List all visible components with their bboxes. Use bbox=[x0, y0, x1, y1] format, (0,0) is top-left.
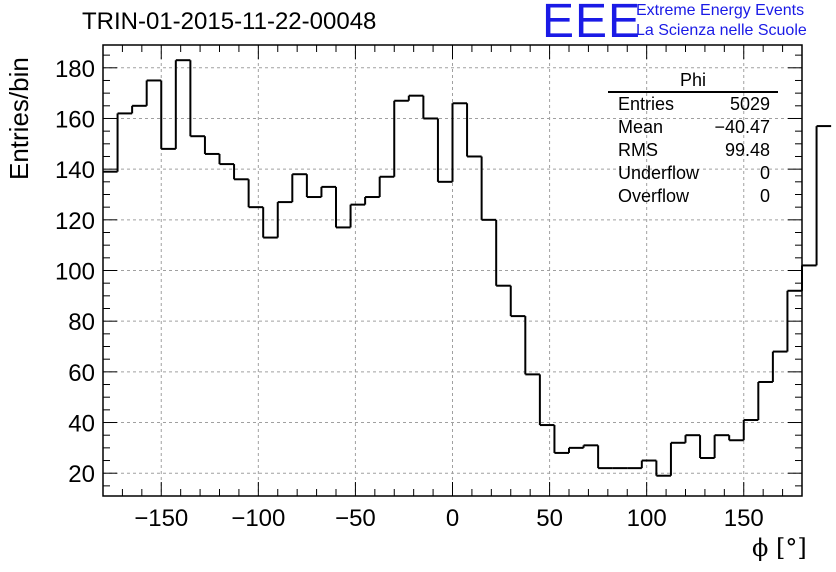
stats-label: Mean bbox=[618, 117, 664, 137]
stats-value: 5029 bbox=[729, 94, 770, 114]
stats-box: Phi Entries 5029 Mean −40.47 RMS 99.48 U… bbox=[608, 70, 778, 208]
x-axis-label: ϕ [°] bbox=[752, 534, 807, 562]
stats-row-rms: RMS 99.48 bbox=[608, 139, 778, 162]
y-axis-label: Entries/bin bbox=[4, 57, 34, 180]
y-tick-label: 100 bbox=[55, 259, 95, 286]
stats-value: 0 bbox=[759, 163, 770, 183]
x-tick-label: −50 bbox=[335, 505, 376, 532]
eee-logo: EEE Extreme Energy Events La Scienza nel… bbox=[540, 0, 836, 48]
y-tick-label: 40 bbox=[68, 411, 95, 438]
x-tick-label: −150 bbox=[134, 505, 188, 532]
y-tick-label: 140 bbox=[55, 157, 95, 184]
chart-title: TRIN-01-2015-11-22-00048 bbox=[82, 8, 377, 35]
stats-title: Phi bbox=[608, 70, 778, 93]
stats-row-mean: Mean −40.47 bbox=[608, 116, 778, 139]
eee-logo-line1: Extreme Energy Events bbox=[636, 2, 805, 19]
y-tick-label: 180 bbox=[55, 56, 95, 83]
x-tick-label: 100 bbox=[627, 505, 667, 532]
stats-value: 99.48 bbox=[724, 140, 770, 160]
stats-label: Overflow bbox=[618, 186, 690, 206]
y-tick-label: 20 bbox=[68, 461, 95, 488]
y-tick-label: 160 bbox=[55, 106, 95, 133]
eee-logo-line2: La Scienza nelle Scuole bbox=[636, 22, 807, 39]
x-tick-label: −100 bbox=[231, 505, 285, 532]
stats-row-entries: Entries 5029 bbox=[608, 93, 778, 116]
stats-row-overflow: Overflow 0 bbox=[608, 185, 778, 208]
eee-logo-mark: EEE bbox=[542, 0, 642, 48]
stats-label: Underflow bbox=[618, 163, 700, 183]
stats-row-underflow: Underflow 0 bbox=[608, 162, 778, 185]
x-tick-label: 150 bbox=[724, 505, 764, 532]
y-tick-label: 120 bbox=[55, 208, 95, 235]
x-tick-label: 0 bbox=[446, 505, 459, 532]
plot-frame bbox=[102, 44, 803, 497]
stats-label: RMS bbox=[618, 140, 658, 160]
stats-value: −40.47 bbox=[714, 117, 770, 137]
stats-value: 0 bbox=[759, 186, 770, 206]
x-tick-label: 50 bbox=[536, 505, 563, 532]
y-tick-label: 60 bbox=[68, 360, 95, 387]
stats-label: Entries bbox=[618, 94, 675, 114]
y-tick-label: 80 bbox=[68, 309, 95, 336]
